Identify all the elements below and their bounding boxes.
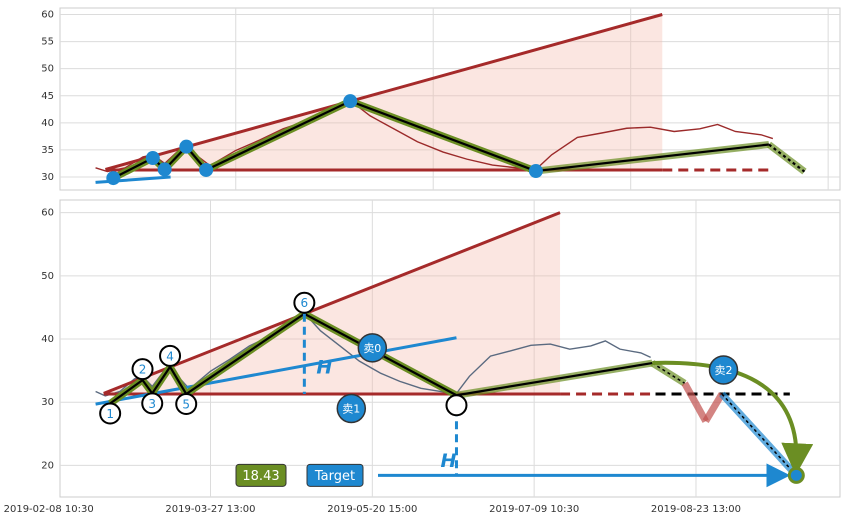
- x-tick-label: 2019-08-23 13:00: [651, 504, 741, 515]
- pivot-marker: [528, 164, 543, 179]
- pivot-label: 4: [166, 349, 174, 363]
- pivot-label: 3: [148, 397, 156, 411]
- upper-trendline: [103, 211, 561, 395]
- plot-area: [59, 7, 841, 191]
- y-tick-label: 40: [41, 118, 54, 129]
- target-label: Target: [314, 469, 355, 484]
- pivot-marker: [145, 151, 160, 166]
- pivot-label: 5: [182, 397, 190, 411]
- forecast-band: [681, 381, 709, 423]
- pivot-label: 6: [301, 296, 309, 310]
- pivot-marker: [199, 162, 214, 177]
- pivot-marker: [293, 291, 316, 314]
- signal-label: 卖1: [342, 403, 360, 416]
- y-tick-label: 60: [41, 10, 54, 21]
- pivot-marker: [343, 94, 358, 109]
- signal-marker: [357, 333, 388, 363]
- pivot-label: 2: [139, 363, 147, 377]
- height-label: H: [316, 356, 332, 378]
- pivot-marker: [141, 392, 164, 415]
- plot-area: [59, 199, 841, 498]
- x-tick-label: 2019-02-08 10:30: [4, 504, 94, 515]
- y-tick-label: 30: [41, 172, 54, 183]
- projection-line: [535, 143, 770, 173]
- pivot-marker: [106, 171, 121, 186]
- y-tick-label: 30: [41, 397, 54, 408]
- target-price-label: 18.43: [242, 469, 279, 484]
- y-tick-label: 55: [41, 37, 54, 48]
- forecast-band: [702, 392, 725, 423]
- pivot-marker: [179, 139, 194, 154]
- projection-line: [456, 361, 653, 397]
- target-price-box: [235, 463, 287, 487]
- x-tick-label: 2019-07-09 10:30: [489, 504, 579, 515]
- height-label: H: [440, 450, 456, 472]
- pivot-marker: [131, 358, 154, 381]
- pivot-marker: [157, 162, 172, 177]
- y-tick-label: 20: [41, 460, 54, 471]
- upper-trendline: [105, 13, 663, 171]
- pivot-marker: [99, 402, 122, 425]
- target-box: [306, 463, 364, 487]
- y-tick-label: 35: [41, 145, 54, 156]
- projection-line: [768, 143, 806, 173]
- pivot-label: 1: [106, 407, 114, 421]
- forecast-arrow: [652, 360, 814, 476]
- signal-marker: [336, 393, 367, 424]
- signal-label: 卖2: [714, 364, 732, 377]
- x-tick-label: 2019-05-20 15:00: [327, 504, 417, 515]
- signal-label: 卖0: [363, 342, 381, 355]
- pivot-marker: [175, 392, 198, 415]
- x-tick-label: 2019-03-27 13:00: [165, 504, 255, 515]
- y-tick-label: 60: [41, 208, 54, 219]
- y-tick-label: 50: [41, 271, 54, 282]
- target-marker: [787, 466, 805, 484]
- y-tick-label: 45: [41, 91, 54, 102]
- y-tick-label: 50: [41, 64, 54, 75]
- pivot-marker: [445, 394, 468, 417]
- forecast-line: [651, 362, 686, 384]
- pivot-marker: [159, 344, 182, 367]
- signal-marker: [708, 355, 739, 385]
- y-tick-label: 40: [41, 334, 54, 345]
